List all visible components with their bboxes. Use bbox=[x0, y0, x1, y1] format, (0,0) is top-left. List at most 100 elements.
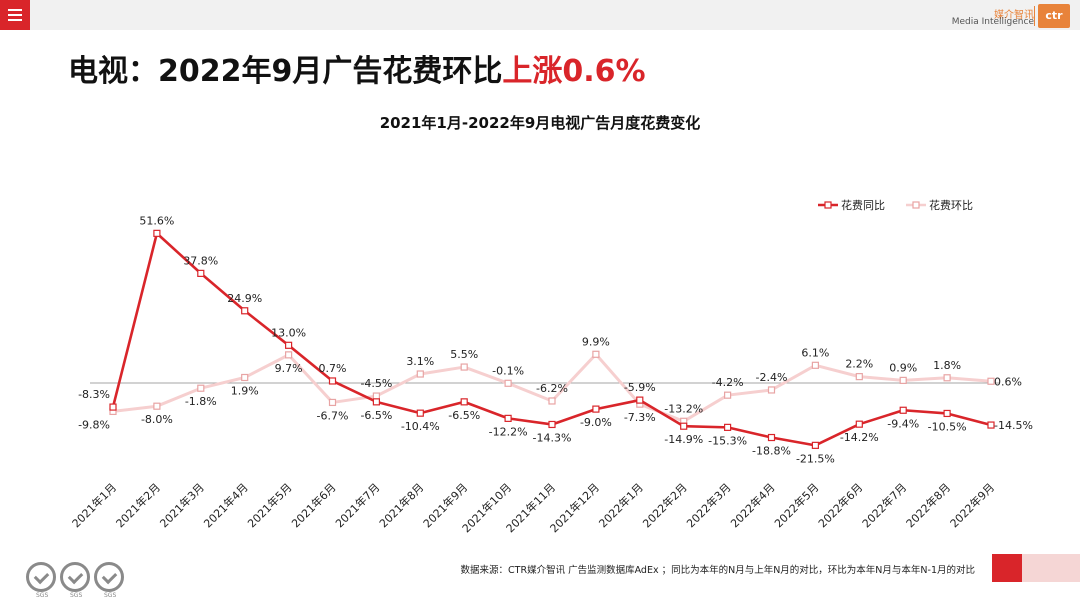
data-point-mom bbox=[241, 373, 249, 382]
x-tick-label: 2021年1月 bbox=[69, 480, 119, 530]
data-point-mom bbox=[592, 350, 600, 358]
data-point-mom bbox=[723, 391, 732, 399]
data-label-mom: 3.1% bbox=[406, 355, 434, 368]
data-label-yoy: -15.3% bbox=[708, 434, 747, 447]
ctr-logo: ctr bbox=[1038, 4, 1070, 28]
data-label-yoy: -10.5% bbox=[928, 420, 967, 433]
chart-title: 2021年1月-2022年9月电视广告月度花费变化 bbox=[379, 114, 701, 132]
data-label-mom: -8.0% bbox=[141, 413, 173, 426]
data-point-mom bbox=[153, 402, 161, 410]
data-point-mom bbox=[767, 386, 776, 394]
data-label-yoy: -14.3% bbox=[533, 431, 572, 444]
sgs-certification-icon bbox=[60, 562, 90, 592]
data-label-yoy: -8.3% bbox=[78, 388, 110, 401]
footer-accent-pink bbox=[1022, 554, 1080, 582]
x-tick-label: 2021年5月 bbox=[245, 480, 295, 530]
data-point-yoy bbox=[504, 414, 512, 422]
data-point-yoy bbox=[153, 229, 161, 237]
logo-chinese-name: 媒介智讯 bbox=[994, 10, 1034, 21]
data-point-yoy bbox=[372, 398, 380, 406]
data-label-mom: 1.8% bbox=[933, 359, 961, 372]
data-label-mom: 1.9% bbox=[231, 384, 259, 397]
data-point-yoy bbox=[285, 341, 293, 349]
x-tick-label: 2022年2月 bbox=[640, 480, 690, 530]
data-label-yoy: -21.5% bbox=[796, 452, 835, 465]
x-tick-label: 2021年2月 bbox=[113, 480, 163, 530]
data-point-yoy bbox=[109, 403, 117, 411]
data-point-mom bbox=[504, 379, 512, 387]
data-label-yoy: -14.5% bbox=[994, 419, 1033, 432]
x-tick-label: 2022年7月 bbox=[859, 480, 909, 530]
data-label-mom: 0.6% bbox=[994, 375, 1022, 388]
data-label-mom: -0.1% bbox=[492, 364, 524, 377]
x-tick-label: 2022年9月 bbox=[947, 480, 997, 530]
x-tick-label: 2022年5月 bbox=[771, 480, 821, 530]
x-tick-label: 2022年1月 bbox=[596, 480, 646, 530]
data-label-mom: 0.9% bbox=[889, 361, 917, 374]
legend-label: 花费环比 bbox=[929, 199, 973, 212]
data-label-mom: -1.8% bbox=[185, 395, 217, 408]
logo-english-name: Media Intelligence bbox=[951, 17, 1034, 27]
data-label-mom: -2.4% bbox=[756, 371, 788, 384]
x-tick-label: 2021年6月 bbox=[288, 480, 338, 530]
data-label-mom: 2.2% bbox=[845, 358, 873, 371]
data-label-mom: -6.7% bbox=[317, 409, 349, 422]
data-point-yoy bbox=[855, 420, 863, 428]
hamburger-menu-icon[interactable] bbox=[0, 0, 30, 30]
sgs-certification-badges: SGS SGS SGS bbox=[26, 562, 126, 599]
data-label-yoy: -14.9% bbox=[664, 433, 703, 446]
data-point-yoy bbox=[460, 398, 468, 406]
data-point-yoy bbox=[548, 420, 556, 429]
data-label-mom: -4.2% bbox=[712, 376, 744, 389]
data-label-yoy: -9.4% bbox=[887, 417, 919, 430]
data-label-yoy: -18.8% bbox=[752, 445, 791, 458]
data-point-mom bbox=[811, 361, 820, 369]
headline-highlight: 上涨0.6% bbox=[502, 54, 646, 89]
data-source-note: 数据来源：CTR媒介智讯 广告监测数据库AdEx ；同比为本年的N月与上年N月的… bbox=[460, 565, 975, 576]
headline-prefix: 电视：2022年9月广告花费环比 bbox=[68, 54, 503, 89]
sgs-label: SGS bbox=[70, 592, 83, 599]
data-point-mom bbox=[416, 370, 424, 378]
data-point-yoy bbox=[767, 433, 776, 442]
data-label-yoy: -6.5% bbox=[448, 409, 480, 422]
page-headline: 电视：2022年9月广告花费环比上涨0.6% bbox=[68, 46, 646, 90]
sgs-label: SGS bbox=[36, 592, 49, 599]
data-point-yoy bbox=[592, 405, 600, 413]
data-label-yoy: -12.2% bbox=[489, 425, 528, 438]
data-point-yoy bbox=[328, 377, 337, 385]
data-point-mom bbox=[460, 363, 468, 371]
footer-accent-red bbox=[992, 554, 1022, 582]
x-tick-label: 2022年3月 bbox=[684, 480, 734, 530]
x-tick-label: 2022年4月 bbox=[727, 480, 777, 530]
x-tick-label: 2021年4月 bbox=[201, 480, 251, 530]
series-line-yoy bbox=[111, 232, 992, 447]
data-label-mom: -4.5% bbox=[360, 377, 392, 390]
data-point-mom bbox=[328, 398, 337, 407]
legend-label: 花费同比 bbox=[841, 199, 885, 212]
sgs-certification-icon bbox=[26, 562, 56, 592]
logo-divider bbox=[1034, 6, 1035, 26]
data-point-yoy bbox=[241, 307, 249, 315]
data-point-mom bbox=[943, 374, 951, 382]
legend-marker bbox=[824, 201, 832, 209]
top-bar: 媒介智讯 Media Intelligence ctr bbox=[0, 0, 1080, 30]
data-point-mom bbox=[899, 376, 907, 384]
data-label-yoy: -6.5% bbox=[360, 409, 392, 422]
data-label-mom: 9.9% bbox=[582, 335, 610, 348]
data-label-mom: -6.2% bbox=[536, 382, 568, 395]
x-tick-label: 2021年8月 bbox=[376, 480, 426, 530]
data-label-mom: -9.8% bbox=[78, 418, 110, 431]
x-tick-label: 2022年6月 bbox=[815, 480, 865, 530]
data-label-yoy: -14.2% bbox=[840, 431, 879, 444]
data-point-yoy bbox=[811, 441, 820, 449]
data-label-yoy: -5.9% bbox=[624, 381, 656, 394]
data-point-mom bbox=[855, 373, 863, 381]
data-point-mom bbox=[285, 351, 293, 359]
data-point-yoy bbox=[899, 406, 907, 414]
data-label-mom: 6.1% bbox=[801, 346, 829, 359]
data-point-yoy bbox=[416, 409, 424, 417]
data-label-yoy: -10.4% bbox=[401, 420, 440, 433]
data-label-mom: -7.3% bbox=[624, 411, 656, 424]
x-tick-label: 2021年7月 bbox=[332, 480, 382, 530]
